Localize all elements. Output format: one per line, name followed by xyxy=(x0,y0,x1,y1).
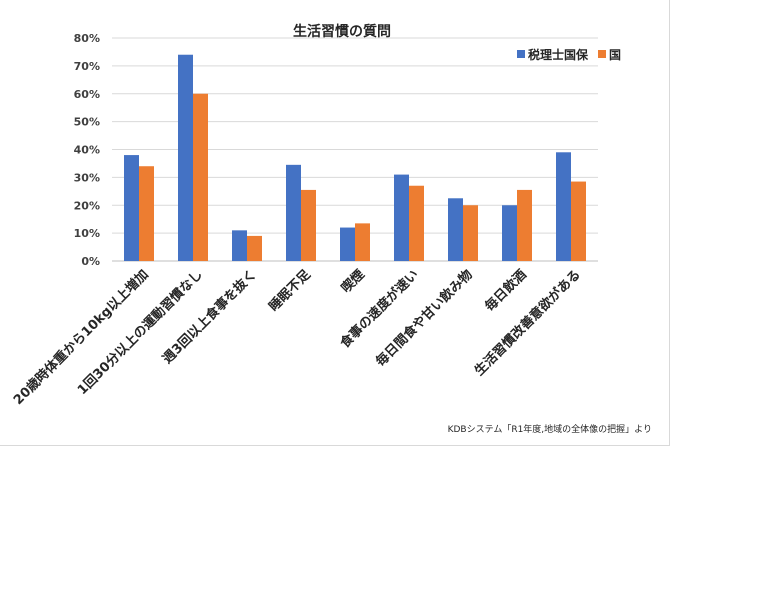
bar-series1 xyxy=(394,174,409,261)
bar-series2 xyxy=(301,189,316,261)
legend-label: 国 xyxy=(609,48,621,62)
bar-series1 xyxy=(232,230,247,261)
y-tick-label: 60% xyxy=(74,88,100,101)
y-tick-label: 40% xyxy=(74,144,100,157)
category-label: 毎日飲酒 xyxy=(482,267,530,315)
bar-series2 xyxy=(409,185,424,261)
bar-series1 xyxy=(556,152,571,261)
y-tick-label: 80% xyxy=(74,32,100,45)
category-label: 毎日間食や甘い飲み物 xyxy=(373,267,476,370)
bar-series1 xyxy=(286,164,301,261)
y-tick-label: 0% xyxy=(81,255,100,268)
bar-series2 xyxy=(247,235,262,261)
bar-series1 xyxy=(448,198,463,261)
bar-series2 xyxy=(139,166,154,261)
y-axis-ticks: 0% 10% 20% 30% 40% 50% 60% 70% 80% xyxy=(74,32,100,268)
bars xyxy=(124,54,586,261)
bar-series2 xyxy=(571,181,586,261)
y-tick-label: 10% xyxy=(74,227,100,240)
legend-swatch xyxy=(598,50,606,58)
y-tick-label: 70% xyxy=(74,60,100,73)
legend: 税理士国保 国 xyxy=(517,47,621,62)
category-label: 喫煙 xyxy=(338,267,368,297)
category-label: 生活習慣改善意欲がある xyxy=(471,267,583,379)
bar-chart: 生活習慣の質問 0% 10% 20% 30% 40% 50% 60% 70% 80% 20歳時体… xyxy=(10,23,652,435)
bar-series2 xyxy=(517,189,532,261)
y-tick-label: 20% xyxy=(74,199,100,212)
bar-series1 xyxy=(502,205,517,261)
legend-swatch xyxy=(517,50,525,58)
y-tick-label: 30% xyxy=(74,171,100,184)
category-label: 週3回以上食事を抜く xyxy=(159,267,259,367)
bar-series2 xyxy=(463,205,478,261)
bar-series1 xyxy=(178,54,193,261)
legend-label: 税理士国保 xyxy=(528,47,589,62)
source-note: KDBシステム「R1年度,地域の全体像の把握」より xyxy=(448,423,652,435)
chart-frame: 生活習慣の質問 0% 10% 20% 30% 40% 50% 60% 70% 80% 20歳時体… xyxy=(0,0,670,446)
chart-title: 生活習慣の質問 xyxy=(293,23,391,40)
bar-series1 xyxy=(124,155,139,261)
category-labels: 20歳時体重から10kg以上増加1回30分以上の運動習慣なし週3回以上食事を抜く… xyxy=(10,266,584,408)
bar-series2 xyxy=(193,93,208,261)
bar-series1 xyxy=(340,227,355,261)
category-label: 睡眠不足 xyxy=(266,266,315,315)
bar-series2 xyxy=(355,223,370,261)
y-tick-label: 50% xyxy=(74,116,100,129)
